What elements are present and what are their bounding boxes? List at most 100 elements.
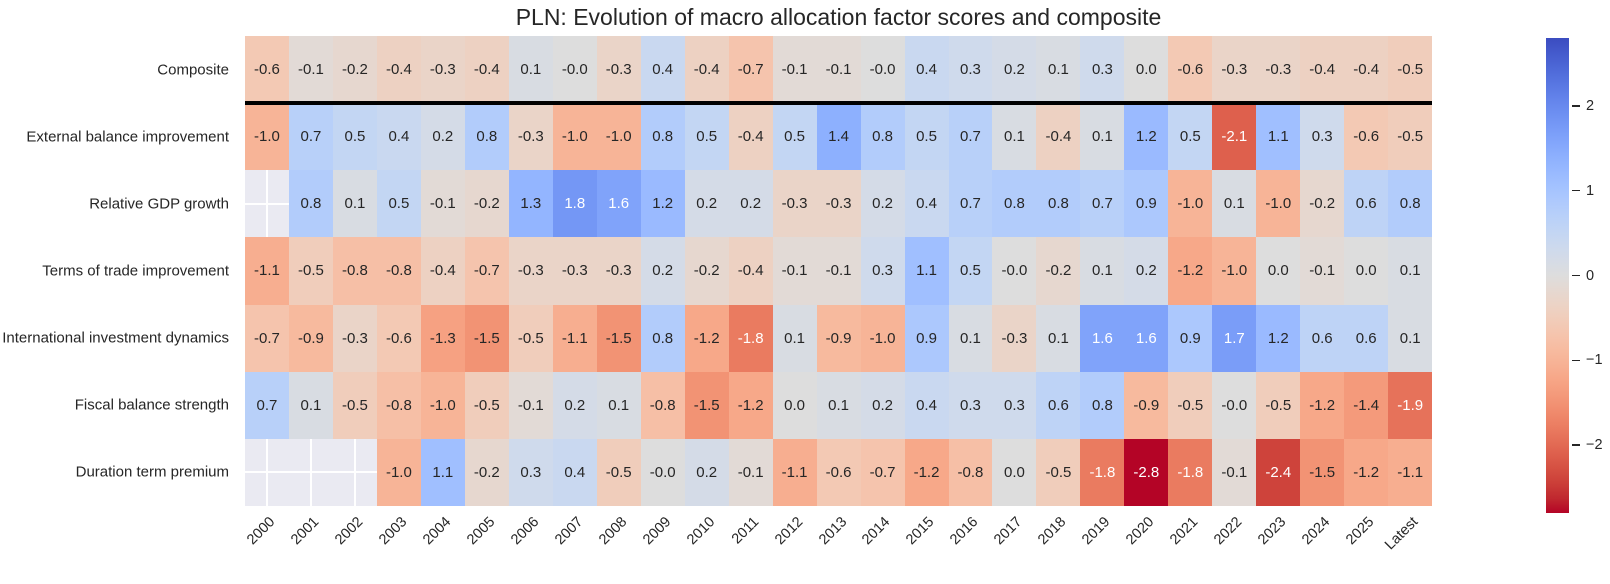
x-tick-label: 2000 (244, 514, 279, 549)
x-tick-label: 2016 (947, 514, 982, 549)
colorbar: 2 1 0 −1 −2 (1546, 38, 1603, 513)
heatmap-cell: 0.0 (1124, 36, 1169, 104)
heatmap-row: -0.7 -0.9 -0.3 -0.6 -1.3 -1.5 -0.5 -1.1 -1.5 0.8-… (245, 304, 1433, 372)
heatmap-cell: 0.1 (288, 371, 333, 439)
colorbar-tick-label: −1 (1586, 352, 1603, 369)
heatmap-cell: -0.7 (245, 304, 289, 372)
heatmap-cell: -0.5 (1388, 36, 1433, 104)
heatmap-cell: -0.3 (508, 103, 553, 171)
heatmap-cell: -2.4 (1256, 438, 1301, 506)
heatmap-cell: 0.8 (640, 103, 685, 171)
heatmap-cell: 0.1 (508, 36, 553, 104)
heatmap-cell: -0.3 (1212, 36, 1257, 104)
heatmap-cell: -0.0 (552, 36, 597, 104)
heatmap-cell: 0.5 (772, 103, 817, 171)
heatmap-cell: -0.8 (376, 237, 421, 305)
heatmap-row: 0.7 0.1 -0.5 -0.8 -1.0 -0.5 -0.1 0.2 0.1 -0.8 -1.5… (245, 371, 1433, 439)
heatmap-cell: -0.6 (816, 438, 861, 506)
heatmap-cell: -0.5 (508, 304, 553, 372)
heatmap-cell: -0.6 (245, 36, 289, 104)
heatmap-cell: -0.3 (992, 304, 1037, 372)
heatmap-cell: -0.3 (508, 237, 553, 305)
heatmap-cell: -0.5 (288, 237, 333, 305)
heatmap-cell: 0.0 (992, 438, 1037, 506)
heatmap-cell: -1.0 (420, 371, 465, 439)
heatmap-cell: -0.6 (1344, 103, 1389, 171)
heatmap-cell: 0.2 (1124, 237, 1169, 305)
heatmap-cell: 0.8 (1388, 170, 1433, 238)
x-tick-label: 2017 (991, 514, 1026, 549)
heatmap-cell: 0.1 (948, 304, 993, 372)
heatmap-cell: -1.0 (1256, 170, 1301, 238)
heatmap-cell: -0.5 (1256, 371, 1301, 439)
heatmap-cell: 0.1 (1212, 170, 1257, 238)
heatmap-cell: -1.0 (1168, 170, 1213, 238)
heatmap-cell: 0.2 (860, 170, 905, 238)
heatmap-cell: 1.4 (816, 103, 861, 171)
heatmap-cell: 0.5 (904, 103, 949, 171)
heatmap-grid: -0.6 -0.1 -0.2 -0.4 -0.3 -0.4 0.1 -0.0 -0.3 0.4 -0… (245, 36, 1433, 506)
heatmap-cell: -0.1 (816, 237, 861, 305)
heatmap-cell: -0.4 (728, 103, 773, 171)
heatmap-cell: 0.2 (992, 36, 1037, 104)
x-tick-label: 2014 (859, 514, 894, 549)
x-tick-label: 2024 (1299, 514, 1334, 549)
x-tick-label: 2002 (332, 514, 367, 549)
x-tick-label: 2005 (463, 514, 499, 549)
heatmap-cell: 0.5 (332, 103, 377, 171)
heatmap-cell: -0.2 (332, 36, 377, 104)
x-tick-label: 2006 (507, 514, 543, 549)
heatmap-cell: -0.1 (508, 371, 553, 439)
heatmap-cell: 0.1 (992, 103, 1037, 171)
gridline (288, 471, 333, 474)
heatmap-cell: -0.6 (1168, 36, 1213, 104)
heatmap-cell: -1.1 (552, 304, 597, 372)
colorbar-tick (1572, 444, 1580, 446)
heatmap-cell: 0.1 (1080, 237, 1125, 305)
heatmap-cell: 0.2 (552, 371, 597, 439)
heatmap-cell: -1.9 (1388, 371, 1433, 439)
heatmap-cell: -0.7 (860, 438, 905, 506)
x-tick-label: Latest (1382, 514, 1422, 554)
heatmap-cell: -1.3 (420, 304, 465, 372)
x-tick-label: 2023 (1255, 514, 1290, 549)
heatmap-cell: -0.1 (772, 237, 817, 305)
heatmap-cell: -1.1 (245, 237, 289, 305)
x-tick-label: 2013 (815, 514, 850, 549)
heatmap-row: -1.0 1.1 -0.2 0.3 0.4 -0.5 -0.0 0.2 -0.1 -1.1 -0.6… (245, 438, 1433, 506)
x-tick-label: 2003 (376, 514, 411, 549)
heatmap-cell: -1.5 (684, 371, 729, 439)
heatmap-cell: -1.1 (772, 438, 817, 506)
heatmap-cell: 1.6 (596, 170, 641, 238)
heatmap-cell: 0.4 (904, 36, 949, 104)
heatmap-cell: 0.6 (1300, 304, 1345, 372)
heatmap-cell: -1.4 (1344, 371, 1389, 439)
colorbar-tick-label: 0 (1586, 267, 1595, 284)
gridline (245, 471, 289, 474)
heatmap-cell: 1.2 (640, 170, 685, 238)
heatmap-cell: 0.0 (772, 371, 817, 439)
heatmap-cell: 1.1 (420, 438, 465, 506)
heatmap-cell: 1.1 (904, 237, 949, 305)
heatmap-cell: 0.2 (860, 371, 905, 439)
heatmap-cell: 0.4 (904, 371, 949, 439)
heatmap-cell: 0.8 (992, 170, 1037, 238)
heatmap-cell: 0.9 (1168, 304, 1213, 372)
heatmap-cell: -2.1 (1212, 103, 1257, 171)
heatmap-cell: -0.3 (552, 237, 597, 305)
chart-title: PLN: Evolution of macro allocation facto… (515, 4, 1162, 30)
heatmap-cell: -1.1 (1388, 438, 1433, 506)
heatmap-cell: -0.8 (332, 237, 377, 305)
heatmap-cell: -0.2 (1036, 237, 1081, 305)
heatmap-cell: -0.8 (640, 371, 685, 439)
heatmap-cell: -0.2 (464, 170, 509, 238)
heatmap-cell: 0.2 (684, 170, 729, 238)
heatmap-cell: 0.7 (245, 371, 289, 439)
heatmap-cell: 1.3 (508, 170, 553, 238)
x-tick-label: 2021 (1167, 514, 1202, 549)
x-tick-label: 2011 (728, 514, 762, 548)
heatmap-cell: -1.5 (1300, 438, 1345, 506)
heatmap-cell: -1.2 (684, 304, 729, 372)
heatmap-cell: 0.3 (948, 36, 993, 104)
heatmap-cell: -0.5 (332, 371, 377, 439)
